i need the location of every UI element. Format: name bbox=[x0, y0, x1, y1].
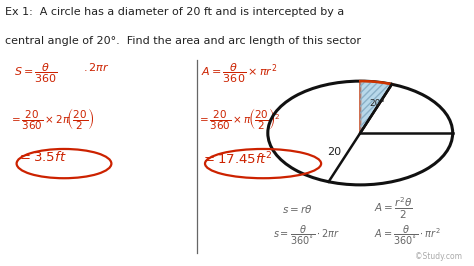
Text: 20: 20 bbox=[327, 147, 341, 157]
Text: $s=r\theta$: $s=r\theta$ bbox=[282, 203, 312, 215]
Text: $= 17.45ft^2$: $= 17.45ft^2$ bbox=[201, 150, 273, 167]
Text: $S = \dfrac{\theta}{360}$: $S = \dfrac{\theta}{360}$ bbox=[14, 61, 58, 85]
Text: $= 3.5ft$: $= 3.5ft$ bbox=[17, 150, 66, 164]
Text: $s=\dfrac{\theta}{360^{\circ}}\cdot 2\pi r$: $s=\dfrac{\theta}{360^{\circ}}\cdot 2\pi… bbox=[273, 224, 339, 247]
Text: Ex 1:  A circle has a diameter of 20 ft and is intercepted by a: Ex 1: A circle has a diameter of 20 ft a… bbox=[5, 7, 344, 17]
Text: $= \dfrac{20}{360} \times 2\pi\!\left(\dfrac{20}{2}\right)$: $= \dfrac{20}{360} \times 2\pi\!\left(\d… bbox=[9, 106, 95, 132]
Text: $A = \dfrac{\theta}{360} \times \pi r^2$: $A = \dfrac{\theta}{360} \times \pi r^2$ bbox=[201, 61, 278, 85]
Text: central angle of 20°.  Find the area and arc length of this sector: central angle of 20°. Find the area and … bbox=[5, 36, 361, 46]
Wedge shape bbox=[360, 81, 392, 133]
Text: $= \dfrac{20}{360} \times \pi\!\left(\dfrac{20}{2}\right)^{\!2}$: $= \dfrac{20}{360} \times \pi\!\left(\df… bbox=[197, 106, 280, 132]
Text: 20°: 20° bbox=[370, 99, 385, 108]
Text: ©Study.com: ©Study.com bbox=[415, 252, 462, 261]
Text: $.2\pi r$: $.2\pi r$ bbox=[83, 61, 109, 73]
Text: $A=\dfrac{\theta}{360^{\circ}}\cdot\pi r^2$: $A=\dfrac{\theta}{360^{\circ}}\cdot\pi r… bbox=[374, 224, 441, 247]
Text: $A=\dfrac{r^2\theta}{2}$: $A=\dfrac{r^2\theta}{2}$ bbox=[374, 196, 413, 221]
